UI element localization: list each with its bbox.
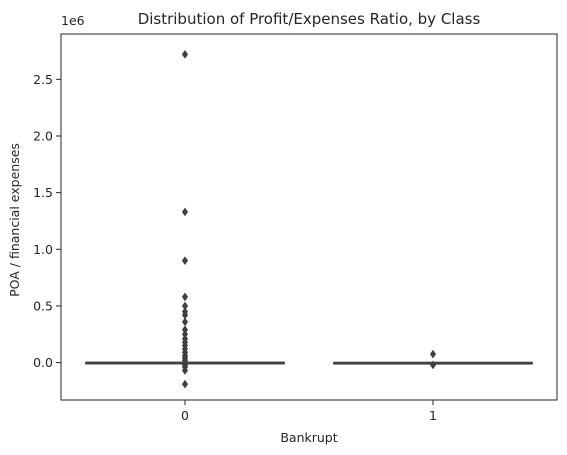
outlier-point — [181, 292, 189, 302]
box-group-0 — [85, 49, 285, 389]
y-axis-label: POA / financial expenses — [7, 143, 22, 297]
plot-area — [85, 49, 533, 389]
outlier-point — [429, 360, 437, 370]
y-tick-label: 2.5 — [33, 72, 53, 87]
outlier-point — [181, 256, 189, 266]
outlier-point — [429, 349, 437, 359]
x-axis-label: Bankrupt — [280, 430, 337, 445]
box-group-1 — [333, 349, 533, 370]
y-axis-ticks: 0.0 0.5 1.0 1.5 2.0 2.5 — [33, 72, 61, 370]
outlier-point — [181, 379, 189, 389]
y-tick-label: 0.0 — [33, 355, 53, 370]
outlier-point — [181, 207, 189, 217]
y-tick-label: 2.0 — [33, 128, 53, 143]
y-tick-label: 0.5 — [33, 298, 53, 313]
y-axis-offset-label: 1e6 — [61, 13, 85, 28]
chart-title: Distribution of Profit/Expenses Ratio, b… — [138, 10, 481, 28]
x-tick-label: 1 — [429, 408, 437, 423]
y-tick-label: 1.0 — [33, 242, 53, 257]
axes-frame — [60, 33, 558, 401]
outlier-point — [181, 49, 189, 59]
outlier-point — [181, 366, 189, 375]
x-tick-label: 0 — [181, 408, 189, 423]
y-tick-label: 1.5 — [33, 185, 53, 200]
